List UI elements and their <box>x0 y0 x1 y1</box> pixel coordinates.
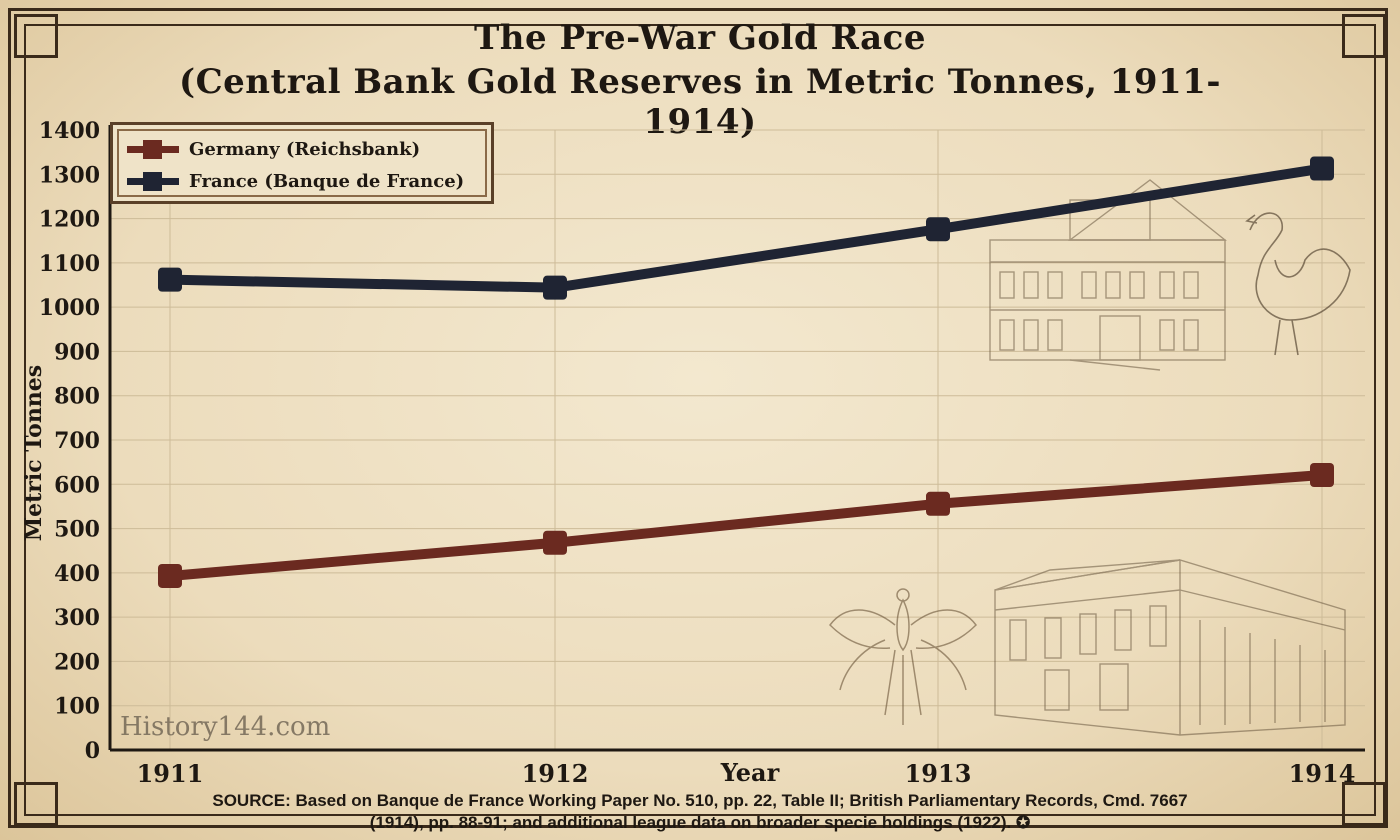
series-line-germany <box>165 469 1327 581</box>
series-line-france <box>165 163 1327 293</box>
decorative-illustrations <box>829 179 1351 736</box>
data-point-germany-1913 <box>926 491 950 516</box>
y-axis-label: Metric Tonnes <box>21 364 47 542</box>
data-point-germany-1914 <box>1310 462 1334 487</box>
source-line-1: SOURCE: Based on Banque de France Workin… <box>212 791 1188 810</box>
y-tick-label: 700 <box>54 428 100 454</box>
chart-subtitle: (Central Bank Gold Reserves in Metric To… <box>179 62 1221 142</box>
legend-label-france: France (Banque de France) <box>189 170 465 192</box>
y-tick-label: 1300 <box>39 162 100 188</box>
data-series <box>158 156 1334 588</box>
grid-lines <box>110 129 1365 751</box>
corner-ornament-top-left <box>14 14 58 58</box>
y-tick-label: 1100 <box>39 251 100 277</box>
source-line-2: (1914), pp. 88-91; and additional league… <box>369 813 1031 832</box>
gallic-rooster-icon <box>1245 212 1351 356</box>
y-tick-label: 0 <box>85 738 100 764</box>
source-note: SOURCE: Based on Banque de France Workin… <box>100 790 1300 834</box>
axes: 0 100 200 300 400 500 600 700 800 900 1000 1100 1200… <box>39 118 1365 788</box>
y-tick-label: 1200 <box>39 207 100 233</box>
inner-border <box>24 24 1376 816</box>
y-tick-label: 900 <box>54 339 100 365</box>
legend-swatch-france <box>127 171 179 191</box>
y-tick-label: 500 <box>54 517 100 543</box>
imperial-eagle-icon <box>829 588 977 725</box>
outer-border <box>8 8 1388 828</box>
x-tick-label: 1912 <box>522 759 589 788</box>
watermark: History144.com <box>120 712 331 742</box>
corner-ornament-bottom-left <box>14 782 58 826</box>
legend-item-germany: Germany (Reichsbank) <box>127 135 420 163</box>
data-point-france-1914 <box>1310 156 1334 181</box>
legend-item-france: France (Banque de France) <box>127 167 464 195</box>
legend: Germany (Reichsbank) France (Banque de F… <box>110 122 494 204</box>
x-tick-label: 1911 <box>137 759 204 788</box>
corner-ornament-bottom-right <box>1342 782 1386 826</box>
legend-label-germany: Germany (Reichsbank) <box>189 138 421 160</box>
y-tick-label: 1000 <box>39 295 100 321</box>
data-point-france-1913 <box>926 217 950 242</box>
y-tick-label: 200 <box>54 649 100 675</box>
legend-marker-germany <box>143 139 162 159</box>
data-point-germany-1912 <box>543 530 567 555</box>
y-tick-label: 100 <box>54 694 100 720</box>
reichsbank-building-icon <box>994 559 1346 736</box>
y-tick-label: 300 <box>54 605 100 631</box>
chart-title: The Pre-War Gold Race <box>473 18 926 58</box>
y-tick-label: 600 <box>54 472 100 498</box>
corner-ornament-top-right <box>1342 14 1386 58</box>
y-tick-label: 1400 <box>39 118 100 144</box>
data-point-france-1911 <box>158 267 182 292</box>
x-axis-label: Year <box>720 758 780 787</box>
banque-de-france-building-icon <box>989 179 1227 371</box>
legend-marker-france <box>143 171 162 191</box>
x-tick-label: 1914 <box>1289 759 1356 788</box>
data-point-germany-1911 <box>158 563 182 588</box>
y-tick-label: 800 <box>54 384 100 410</box>
legend-swatch-germany <box>127 139 179 159</box>
y-tick-label: 400 <box>54 561 100 587</box>
x-tick-label: 1913 <box>905 759 972 788</box>
data-point-france-1912 <box>543 275 567 300</box>
